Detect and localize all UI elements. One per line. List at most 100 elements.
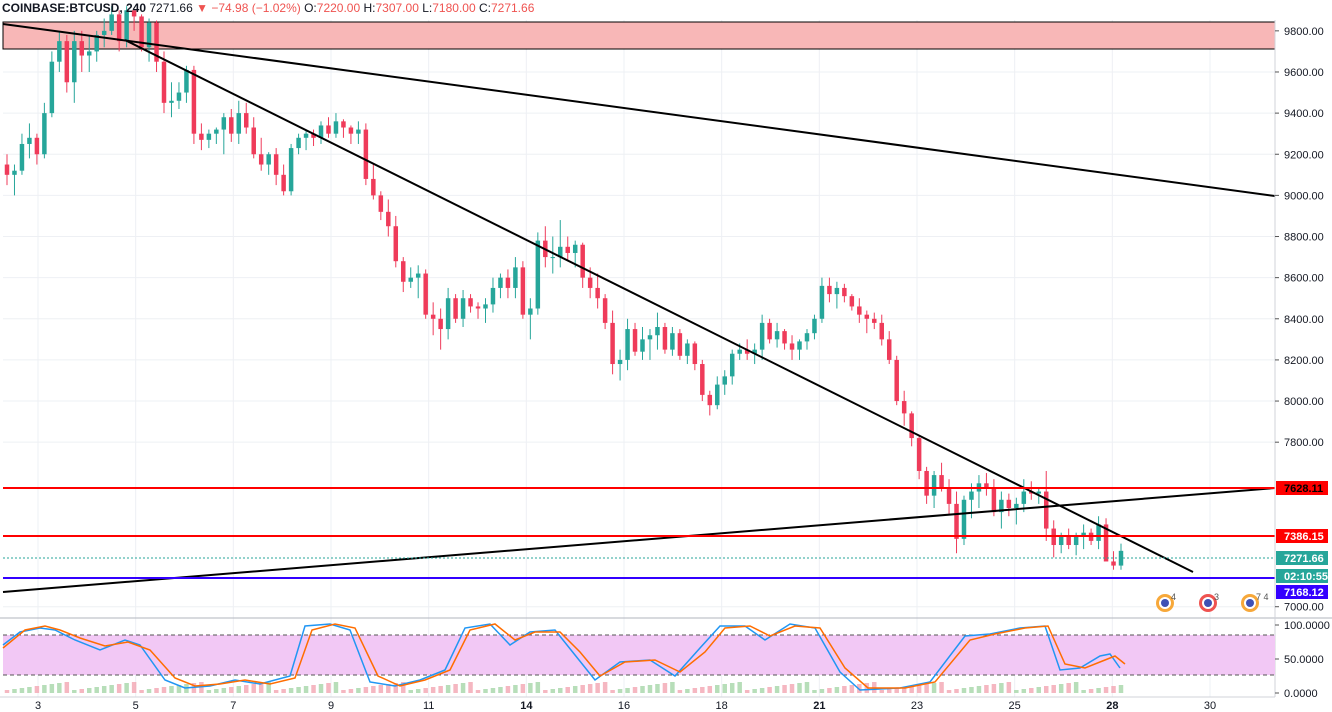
- resistance-upper-label[interactable]: 7628.11: [1276, 481, 1328, 495]
- candle-body: [984, 483, 989, 488]
- volume-bar: [94, 687, 99, 693]
- volume-bar: [969, 687, 974, 693]
- candle-body: [1081, 532, 1086, 537]
- price-tick-label: 9800.00: [1284, 26, 1324, 38]
- candle-body: [520, 267, 526, 315]
- time-label: 21: [813, 700, 825, 712]
- last-price-label[interactable]: 7271.66: [1276, 551, 1328, 565]
- volume-bar: [1029, 688, 1034, 693]
- volume-bar: [587, 684, 593, 693]
- volume-bar: [176, 685, 182, 693]
- candle-body: [528, 308, 533, 315]
- candle-body: [640, 339, 645, 352]
- candlestick-series[interactable]: [4, 6, 1124, 570]
- candle-body: [221, 117, 227, 130]
- trendline-long-descending[interactable]: [2, 23, 1276, 197]
- event-count-3: 7 4: [1256, 592, 1269, 602]
- candle-body: [849, 296, 855, 307]
- trendline-steep-descending[interactable]: [124, 39, 1194, 573]
- volume-bar: [812, 690, 817, 693]
- oscillator-axis[interactable]: 100.0000 50.0000 0.0000: [1275, 620, 1330, 700]
- volume-bar: [4, 690, 10, 693]
- volume-bar: [296, 687, 301, 693]
- open-value: 7220.00: [316, 1, 361, 15]
- candle-body: [490, 287, 496, 305]
- candle-body: [662, 327, 668, 350]
- volume-bar: [774, 686, 780, 693]
- volume-bar: [1014, 690, 1019, 693]
- candle-body: [946, 487, 952, 504]
- close-label: C:: [478, 1, 491, 15]
- stochastic-band: [3, 635, 1275, 675]
- volume-bar: [827, 688, 832, 693]
- candle-body: [303, 133, 309, 138]
- close-value: 7271.66: [490, 1, 535, 15]
- last-price-label-text: 7271.66: [1284, 553, 1324, 565]
- resistance-lower-label[interactable]: 7386.15: [1276, 529, 1328, 543]
- candle-body: [617, 359, 623, 365]
- volume-bar: [722, 684, 727, 693]
- resistance-lower-label-text: 7386.15: [1284, 531, 1324, 543]
- candle-body: [363, 129, 369, 179]
- volume-bar: [131, 682, 137, 693]
- candle-body: [356, 129, 361, 134]
- high-label: H:: [363, 1, 376, 15]
- volume-bar: [438, 686, 443, 693]
- volume-bar: [356, 688, 361, 693]
- trendline-ascending[interactable]: [2, 487, 1276, 593]
- high-value: 7307.00: [375, 1, 419, 15]
- candle-body: [999, 499, 1004, 513]
- candle-body: [191, 69, 197, 134]
- volume-bar: [348, 689, 354, 693]
- volume-bar: [281, 689, 286, 693]
- time-label: 3: [35, 700, 41, 712]
- candle-body: [819, 285, 825, 319]
- volume-bar: [341, 690, 346, 693]
- countdown-label[interactable]: 02:10:55: [1276, 569, 1328, 583]
- candle-body: [124, 10, 129, 42]
- time-axis[interactable]: 3 5 7 9 11 14 16 18 21 23 25 28 30: [0, 696, 1275, 712]
- volume-bar: [655, 684, 660, 693]
- candle-body: [879, 322, 884, 340]
- volume-bar: [288, 688, 294, 693]
- volume-bar: [251, 684, 256, 693]
- volume-bar: [558, 688, 563, 693]
- candle-body: [460, 298, 466, 319]
- volume-bar: [169, 686, 174, 693]
- stochastic-pane[interactable]: [2, 623, 1275, 693]
- event-count-2: 3: [1214, 592, 1219, 602]
- volume-bar: [1073, 682, 1079, 693]
- candle-body: [587, 277, 593, 288]
- volume-bar: [602, 682, 608, 693]
- candle-body: [744, 349, 750, 354]
- volume-bar: [483, 689, 488, 693]
- volume-bar: [879, 690, 884, 693]
- candle-body: [939, 475, 944, 488]
- support-label[interactable]: 7168.12: [1276, 585, 1328, 599]
- volume-bar: [894, 688, 899, 693]
- volume-bar: [759, 688, 765, 693]
- volume-bar: [221, 688, 227, 693]
- volume-bar: [909, 686, 914, 693]
- volume-bar: [789, 684, 795, 693]
- volume-bar: [34, 686, 40, 693]
- volume-bar: [625, 688, 630, 693]
- event-flag-2[interactable]: 3: [1199, 592, 1219, 612]
- volume-bar: [804, 682, 810, 693]
- price-axis[interactable]: 9800.00 9600.00 9400.00 9200.00 9000.00 8800.…: [1275, 26, 1324, 614]
- volume-bar: [662, 683, 668, 693]
- volume-bar: [468, 682, 473, 693]
- symbol-interval[interactable]: COINBASE:BTCUSD, 240: [2, 1, 147, 15]
- candle-body: [752, 349, 757, 354]
- candle-body: [602, 298, 608, 323]
- candle-body: [86, 51, 92, 56]
- countdown-label-text: 02:10:55: [1284, 571, 1328, 583]
- event-flag-1[interactable]: 4: [1156, 592, 1176, 612]
- candle-body: [729, 353, 735, 377]
- event-flag-3[interactable]: 7 4: [1241, 592, 1269, 612]
- volume-bar: [670, 682, 675, 693]
- volume-bar: [528, 683, 533, 693]
- volume-bar: [490, 688, 496, 693]
- volume-bar: [386, 684, 391, 693]
